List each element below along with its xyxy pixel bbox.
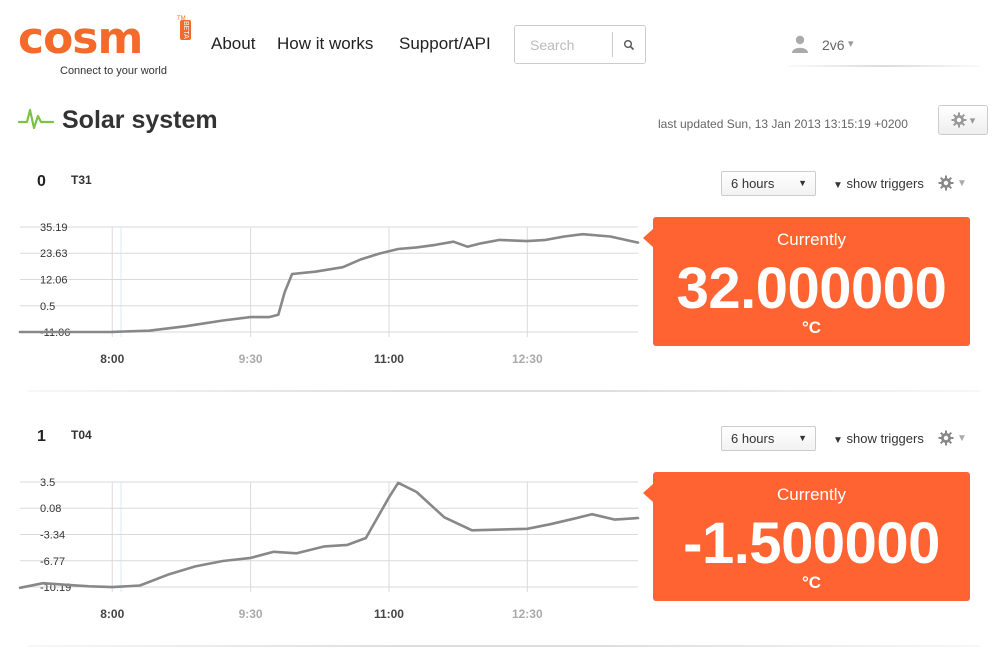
time-range-value: 6 hours <box>731 176 775 191</box>
search-box <box>514 25 646 64</box>
search-button[interactable] <box>612 32 645 57</box>
current-label: Currently <box>777 485 846 504</box>
datastream-settings-button[interactable]: ▼ <box>938 430 967 446</box>
gear-icon <box>938 430 954 446</box>
y-tick-label: 12.06 <box>40 275 68 287</box>
pulse-icon <box>18 108 54 130</box>
x-tick-label: 8:00 <box>100 607 124 621</box>
chevron-down-icon: ▾ <box>969 114 976 127</box>
x-tick-label: 9:30 <box>239 607 263 621</box>
x-tick-label: 11:00 <box>374 352 404 366</box>
datastream-name: T31 <box>71 173 92 187</box>
gear-icon <box>951 112 967 128</box>
show-triggers-label: show triggers <box>846 431 924 446</box>
show-triggers-label: show triggers <box>846 176 924 191</box>
y-tick-label: 0.08 <box>40 503 61 515</box>
datastream-id: 0 <box>37 173 46 190</box>
divider <box>28 390 980 392</box>
gear-icon <box>938 175 954 191</box>
chevron-down-icon: ▼ <box>798 178 807 188</box>
series-line <box>18 481 640 590</box>
triangle-down-icon: ▼ <box>833 435 843 446</box>
show-triggers-toggle[interactable]: ▼ show triggers <box>833 431 924 446</box>
y-tick-label: 3.5 <box>40 477 55 489</box>
datastream-chart[interactable]: 3.50.08-3.34-6.77-10.198:00 9:30 11:00 12:3… <box>0 455 650 630</box>
y-tick-label: 35.19 <box>40 222 68 234</box>
feed-settings-button[interactable]: ▾ <box>938 105 988 135</box>
chevron-down-icon: ▼ <box>957 432 967 444</box>
y-tick-label: -3.34 <box>40 529 65 541</box>
datastream-settings-button[interactable]: ▼ <box>938 175 967 191</box>
x-tick-label: 9:30 <box>239 352 263 366</box>
nav-how-it-works-link[interactable]: How it works <box>277 34 374 53</box>
cosm-logo[interactable]: cosm TM BETA Connect to your world <box>18 14 193 80</box>
magnifier-icon <box>624 39 635 50</box>
current-unit: °C <box>801 318 822 337</box>
x-tick-label: 11:00 <box>374 607 404 621</box>
user-silhouette-icon <box>792 35 808 53</box>
datastream-card: 1 T04 6 hours ▼ ▼ show triggers ▼ 3.5 0.0… <box>0 410 1000 650</box>
divider <box>28 645 980 647</box>
x-tick-label: 8:00 <box>100 352 124 366</box>
series-line <box>18 232 640 334</box>
logo-tagline: Connect to your world <box>60 65 167 77</box>
logo-beta-badge: BETA <box>180 20 191 40</box>
user-menu[interactable]: 2v6 ▾ <box>788 32 980 68</box>
current-value-panel: Currently 32.000000 °C <box>643 217 970 346</box>
logo-wordmark: cosm <box>18 13 143 64</box>
y-tick-label: -6.77 <box>40 556 65 568</box>
current-label: Currently <box>777 230 846 249</box>
time-range-select[interactable]: 6 hours ▼ <box>721 171 816 196</box>
nav-support-api-link[interactable]: Support/API <box>399 34 491 53</box>
triangle-down-icon: ▼ <box>833 180 843 191</box>
datastream-id: 1 <box>37 428 46 445</box>
datastream-name: T04 <box>71 428 92 442</box>
x-tick-label: 12:30 <box>512 607 543 621</box>
show-triggers-toggle[interactable]: ▼ show triggers <box>833 176 924 191</box>
nav-about-link[interactable]: About <box>211 34 256 53</box>
y-tick-label: 23.63 <box>40 248 68 260</box>
user-name: 2v6 <box>822 37 845 53</box>
user-menu-underline <box>788 65 980 67</box>
current-value-panel: Currently -1.500000 °C <box>643 472 970 601</box>
x-tick-label: 12:30 <box>512 352 543 366</box>
time-range-value: 6 hours <box>731 431 775 446</box>
page-title: Solar system <box>62 106 218 134</box>
y-tick-label: 0.5 <box>40 301 55 313</box>
current-value: -1.500000 <box>683 511 940 576</box>
datastream-card: 0 T31 6 hours ▼ ▼ show triggers ▼ 35.19 2… <box>0 155 1000 395</box>
current-unit: °C <box>801 573 822 592</box>
last-updated-text: last updated Sun, 13 Jan 2013 13:15:19 +… <box>658 117 908 131</box>
time-range-select[interactable]: 6 hours ▼ <box>721 426 816 451</box>
current-value: 32.000000 <box>676 256 947 321</box>
logo-trademark: TM <box>177 16 186 22</box>
chevron-down-icon: ▼ <box>957 177 967 189</box>
search-input[interactable] <box>516 27 612 62</box>
user-caret-icon: ▾ <box>848 38 854 50</box>
chevron-down-icon: ▼ <box>798 433 807 443</box>
